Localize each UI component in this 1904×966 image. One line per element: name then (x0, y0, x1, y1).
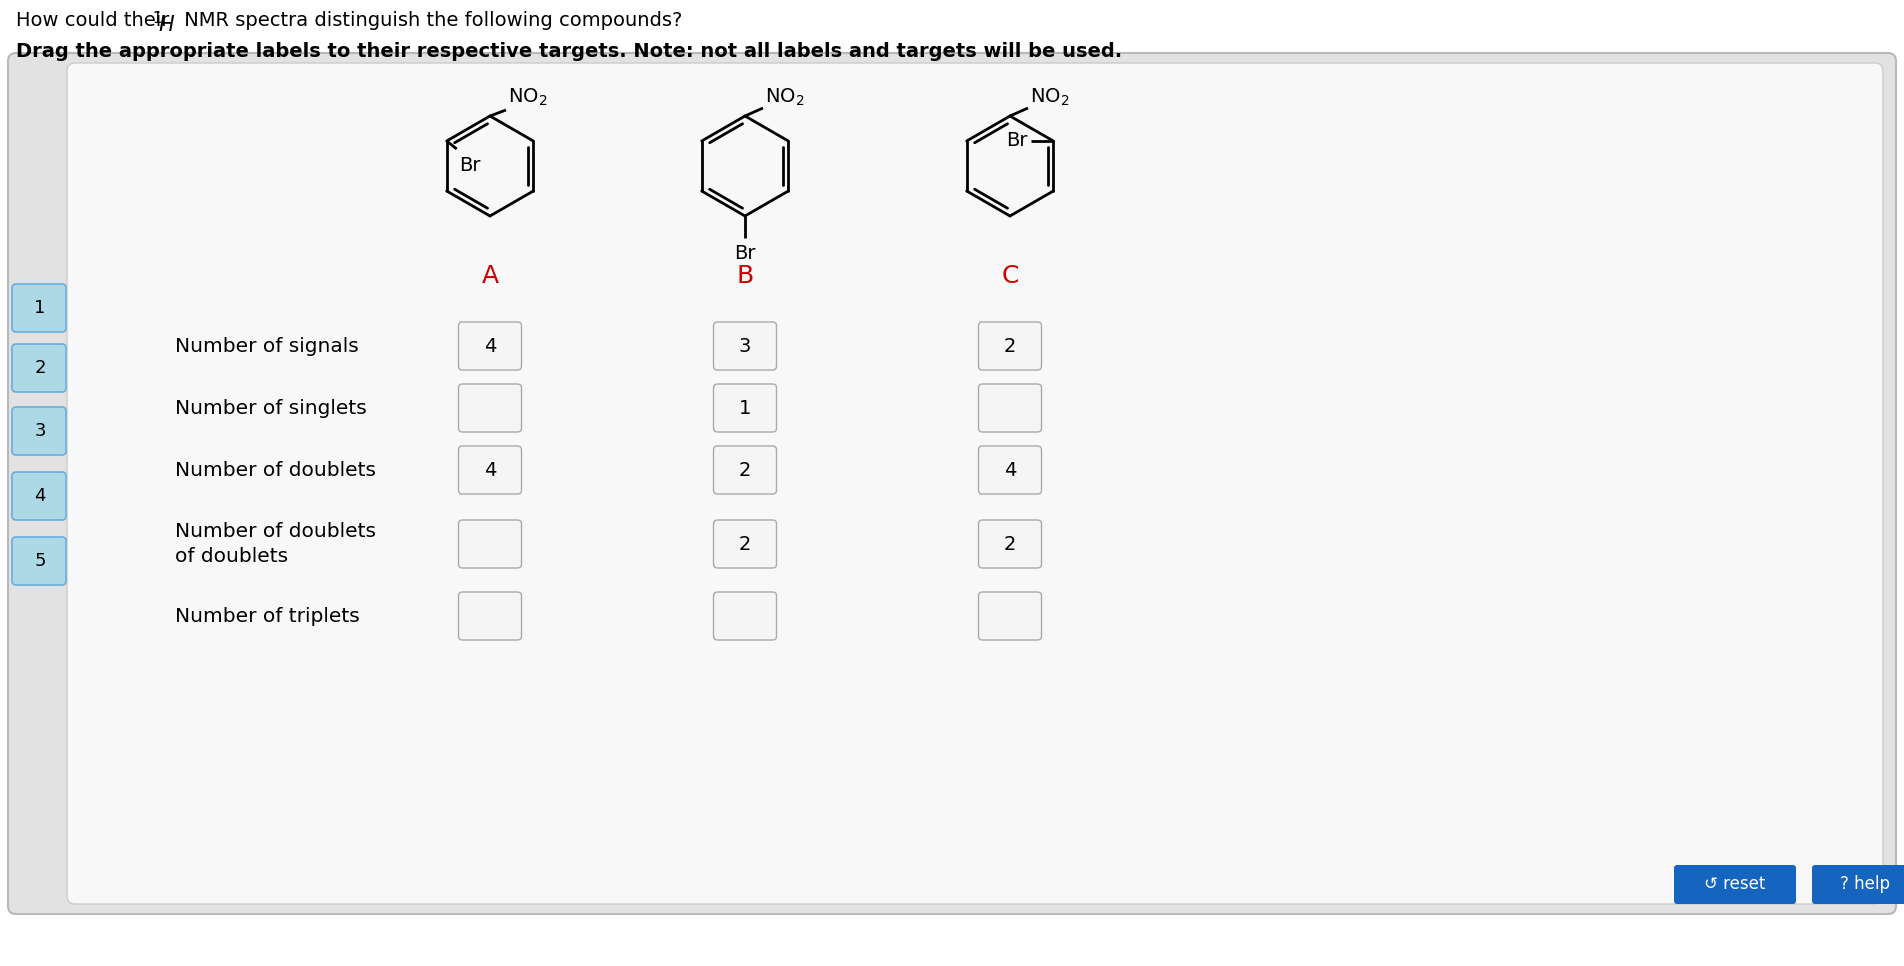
Text: ? help: ? help (1839, 875, 1891, 893)
Text: Br: Br (459, 156, 480, 175)
FancyBboxPatch shape (459, 384, 522, 432)
FancyBboxPatch shape (714, 384, 777, 432)
Text: 2: 2 (1003, 336, 1017, 355)
FancyBboxPatch shape (714, 446, 777, 494)
FancyBboxPatch shape (459, 446, 522, 494)
Text: $^1\!H$: $^1\!H$ (152, 11, 175, 36)
Text: 2: 2 (739, 534, 752, 554)
FancyBboxPatch shape (11, 284, 67, 332)
FancyBboxPatch shape (459, 520, 522, 568)
Text: How could their: How could their (15, 11, 175, 30)
Text: 1: 1 (34, 299, 46, 317)
Text: NMR spectra distinguish the following compounds?: NMR spectra distinguish the following co… (177, 11, 682, 30)
Text: 3: 3 (739, 336, 752, 355)
Text: 1: 1 (739, 399, 752, 417)
Text: 4: 4 (1003, 461, 1017, 479)
FancyBboxPatch shape (979, 520, 1041, 568)
Text: 5: 5 (34, 552, 46, 570)
Text: 4: 4 (484, 336, 497, 355)
FancyBboxPatch shape (11, 344, 67, 392)
FancyBboxPatch shape (8, 53, 1896, 914)
Text: 3: 3 (34, 422, 46, 440)
Text: 2: 2 (739, 461, 752, 479)
Text: NO$_2$: NO$_2$ (508, 87, 546, 108)
Text: Number of doublets
of doublets: Number of doublets of doublets (175, 522, 375, 566)
Text: Br: Br (735, 244, 756, 263)
FancyBboxPatch shape (979, 322, 1041, 370)
FancyBboxPatch shape (714, 592, 777, 640)
Text: Number of doublets: Number of doublets (175, 461, 375, 479)
Text: 4: 4 (34, 487, 46, 505)
Text: Br: Br (1005, 131, 1028, 151)
FancyBboxPatch shape (714, 322, 777, 370)
Text: Drag the appropriate labels to their respective targets. Note: not all labels an: Drag the appropriate labels to their res… (15, 42, 1121, 61)
Text: ↺ reset: ↺ reset (1704, 875, 1765, 893)
FancyBboxPatch shape (459, 592, 522, 640)
FancyBboxPatch shape (11, 472, 67, 520)
FancyBboxPatch shape (1674, 865, 1795, 904)
Text: Number of signals: Number of signals (175, 336, 358, 355)
FancyBboxPatch shape (11, 537, 67, 585)
Text: Number of singlets: Number of singlets (175, 399, 367, 417)
Text: A: A (482, 264, 499, 288)
Text: 2: 2 (34, 359, 46, 377)
Text: 2: 2 (1003, 534, 1017, 554)
FancyBboxPatch shape (1813, 865, 1904, 904)
Text: B: B (737, 264, 754, 288)
FancyBboxPatch shape (979, 384, 1041, 432)
FancyBboxPatch shape (459, 322, 522, 370)
FancyBboxPatch shape (67, 63, 1883, 904)
Text: C: C (1002, 264, 1019, 288)
FancyBboxPatch shape (979, 446, 1041, 494)
Text: NO$_2$: NO$_2$ (1030, 87, 1070, 108)
Text: NO$_2$: NO$_2$ (765, 87, 803, 108)
Text: 4: 4 (484, 461, 497, 479)
Text: Number of triplets: Number of triplets (175, 607, 360, 626)
FancyBboxPatch shape (714, 520, 777, 568)
FancyBboxPatch shape (979, 592, 1041, 640)
FancyBboxPatch shape (11, 407, 67, 455)
